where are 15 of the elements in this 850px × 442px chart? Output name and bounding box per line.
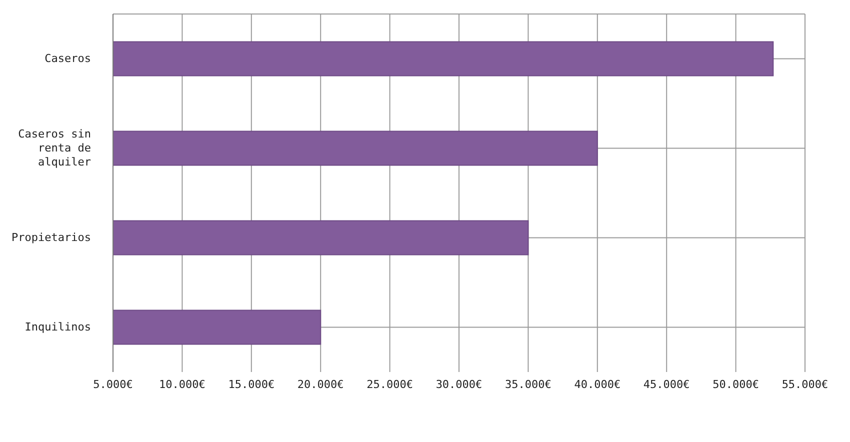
x-tick-label: 50.000€ [712, 378, 759, 391]
x-tick-label: 55.000€ [782, 378, 828, 391]
x-tick-label: 30.000€ [436, 378, 482, 391]
y-tick-label: Caseros sin renta de alquiler [18, 127, 92, 168]
y-tick-label: Inquilinos [24, 320, 91, 334]
x-tick-label: 15.000€ [228, 378, 275, 391]
x-tick-label: 35.000€ [505, 378, 552, 391]
x-tick-label: 45.000€ [643, 378, 690, 391]
x-tick-label: 10.000€ [159, 378, 206, 391]
x-tick-label: 40.000€ [574, 378, 621, 391]
x-tick-label: 25.000€ [366, 378, 413, 391]
x-tick-label: 20.000€ [297, 378, 344, 391]
y-tick-label: Propietarios [12, 230, 91, 244]
x-tick-label: 5.000€ [93, 378, 133, 391]
y-tick-label: Caseros [44, 52, 91, 65]
